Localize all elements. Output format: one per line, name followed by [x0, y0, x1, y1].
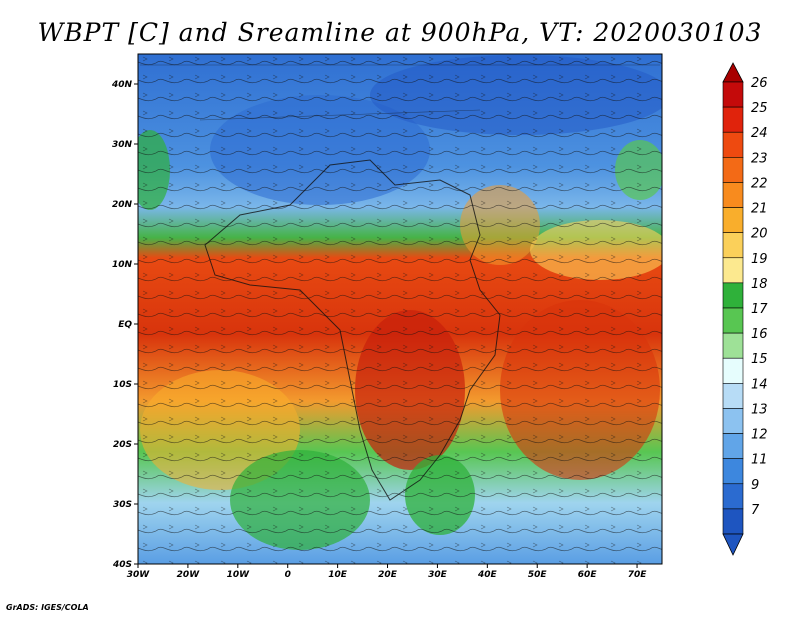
colorbar-cell — [722, 508, 744, 535]
y-tick-label: EQ — [118, 320, 132, 330]
colorbar: 26 25 24 23 22 21 20 19 18 17 16 15 14 13 12 11 9 7 — [722, 62, 768, 556]
map-frame — [137, 53, 663, 565]
colorbar-label: 7 — [751, 503, 760, 518]
triangle-up-icon — [722, 62, 744, 83]
x-tick-label: 70E — [628, 570, 648, 580]
colorbar-label: 15 — [751, 352, 768, 367]
streamlines — [138, 54, 662, 564]
colorbar-cell — [722, 106, 744, 133]
country-borders — [140, 64, 660, 121]
colorbar-label: 9 — [751, 478, 759, 493]
x-tick-label: 20E — [378, 570, 398, 580]
colorbar-label: 12 — [751, 428, 768, 443]
colorbar-cell — [722, 282, 744, 309]
colorbar-cell — [722, 131, 744, 158]
colorbar-label: 19 — [751, 252, 768, 267]
colorbar-label: 18 — [751, 277, 768, 292]
colorbar-label: 24 — [751, 126, 768, 141]
x-axis: 30W 20W 10W 0 10E 20E 30E 40E 50E 60E 70E — [127, 564, 647, 580]
colorbar-label: 22 — [751, 176, 768, 191]
colorbar-label: 21 — [751, 202, 768, 217]
colorbar-cell — [722, 408, 744, 434]
y-tick-label: 20S — [113, 440, 132, 450]
y-tick-label: 40S — [112, 560, 132, 570]
x-tick-label: 20W — [177, 570, 201, 580]
colorbar-cell — [722, 458, 744, 485]
y-tick-label: 10N — [112, 260, 133, 270]
colorbar-cell — [722, 483, 744, 510]
africa-coastline — [204, 159, 501, 501]
y-tick-label: 30S — [113, 500, 132, 510]
y-tick-label: 40N — [111, 80, 133, 90]
footer-credit: GrADS: IGES/COLA — [6, 603, 89, 612]
colorbar-label: 16 — [751, 327, 768, 342]
colorbar-cell — [722, 357, 744, 384]
colorbar-label: 26 — [751, 76, 768, 91]
colorbar-label: 17 — [751, 302, 768, 317]
colorbar-cell — [722, 433, 744, 459]
colorbar-label: 20 — [751, 227, 768, 242]
colorbar-label: 25 — [751, 101, 768, 116]
x-tick-label: 50E — [528, 570, 548, 580]
y-axis: 40N 30N 20N 10N EQ 10S 20S 30S 40S — [111, 80, 138, 570]
colorbar-label: 14 — [751, 377, 768, 392]
colorbar-cell — [722, 207, 744, 233]
x-tick-label: 0 — [285, 570, 291, 580]
colorbar-cell — [722, 81, 744, 108]
x-tick-label: 30W — [127, 570, 151, 580]
colorbar-cell — [722, 257, 744, 284]
y-tick-label: 20N — [112, 200, 133, 210]
y-tick-label: 10S — [113, 380, 132, 390]
colorbar-cell — [722, 157, 744, 183]
x-tick-label: 60E — [578, 570, 598, 580]
x-tick-label: 10E — [328, 570, 348, 580]
colorbar-cell — [722, 307, 744, 334]
colorbar-cell — [722, 232, 744, 259]
colorbar-cell — [722, 182, 744, 208]
colorbar-label: 13 — [751, 402, 768, 417]
triangle-down-icon — [722, 533, 744, 556]
y-tick-label: 30N — [112, 140, 133, 150]
x-tick-label: 10W — [227, 570, 251, 580]
map-title: WBPT [C] and Sreamline at 900hPa, VT: 20… — [37, 18, 763, 47]
map-plot — [138, 54, 662, 564]
x-tick-label: 40E — [477, 570, 498, 580]
colorbar-label: 11 — [751, 453, 768, 468]
colorbar-cell — [722, 332, 744, 359]
x-tick-label: 30E — [428, 570, 448, 580]
colorbar-cell — [722, 383, 744, 409]
colorbar-label: 23 — [751, 151, 768, 166]
